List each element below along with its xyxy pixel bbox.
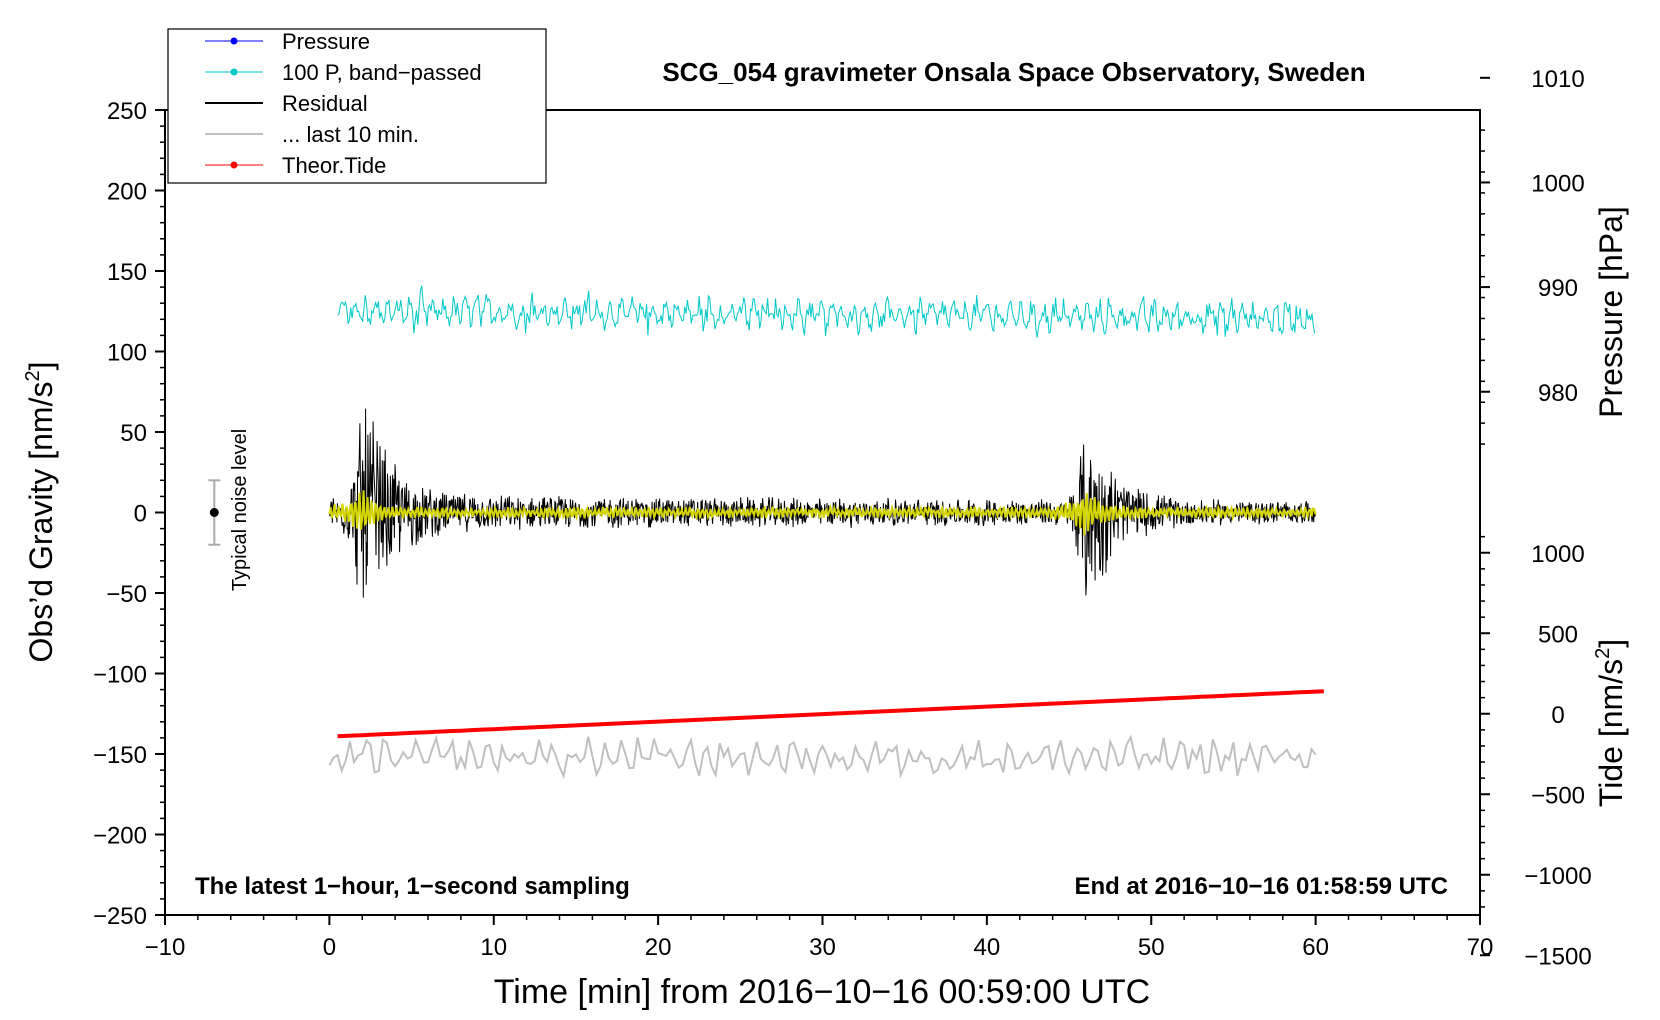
residual-trace [328,408,1316,598]
noise-dot [209,508,219,517]
y-axis-label-sup: 2 [22,370,44,381]
y-tick-label: 200 [107,179,147,206]
pressure-tick-label: 1010 [1531,66,1584,93]
legend-label: 100 P, band−passed [282,60,482,85]
y-tick-label: −200 [93,823,147,850]
y-tick-label: −150 [93,742,147,769]
tide-tick-label: −1500 [1524,943,1591,970]
y-axis: −250 −200 −150 −100 −50 0 50 100 150 200 250 [93,98,165,930]
y-tick-label: 0 [134,501,147,528]
legend: Pressure 100 P, band−passed Residual ... la… [167,28,547,184]
tide-tick-label: 500 [1538,621,1578,648]
legend-marker [230,37,238,45]
x-tick-label: 30 [809,934,836,961]
y-tick-label: 250 [107,98,147,125]
x-tick-label: 40 [974,934,1001,961]
y-tick-label: −100 [93,662,147,689]
noise-indicator-label: Typical noise level [229,429,251,591]
smoothed-residual-trace [328,490,1317,536]
pressure-tick-label: 1000 [1531,170,1584,197]
legend-label: Pressure [282,29,370,54]
legend-label: Residual [282,91,368,116]
legend-label: ... last 10 min. [282,122,419,147]
legend-marker [230,161,238,169]
pressure-tick-label: 990 [1538,275,1578,302]
tide-axis-label-sup: 2 [1592,648,1614,659]
tide-tick-label: −500 [1531,782,1585,809]
theoretical-tide-trace [337,689,1324,739]
x-axis-label: Time [min] from 2016−10−16 00:59:00 UTC [494,973,1150,1011]
last-10-min-trace [328,734,1317,780]
pressure-axis: 9809901000101010201030 [1480,66,1585,445]
y-axis-label: Obs’d Gravity [nm/s2] [22,362,59,663]
y-tick-label: 100 [107,340,147,367]
tide-tick-label: 0 [1551,702,1564,729]
x-tick-label: 10 [480,934,507,961]
pressure-axis-label: Pressure [hPa] [1593,206,1629,418]
x-tick-label: 60 [1302,934,1329,961]
y-tick-label: −250 [93,903,147,930]
tide-tick-label: 1000 [1531,541,1584,568]
bandpassed-pressure-trace [337,285,1316,338]
annotation-right: End at 2016−10−16 01:58:59 UTC [1074,873,1448,900]
x-tick-label: 50 [1138,934,1165,961]
x-tick-label: 20 [645,934,672,961]
annotation-left: The latest 1−hour, 1−second sampling [195,873,630,900]
y-tick-label: −50 [106,581,147,608]
noise-indicator [208,479,221,546]
y-axis-label-main: Obs’d Gravity [nm/s [23,382,59,663]
traces [328,285,1324,780]
legend-box [167,28,547,184]
tide-axis-label: Tide [nm/s2] [1592,639,1629,807]
x-axis: −10 0 10 20 30 40 50 60 70 [145,915,1494,961]
tide-tick-label: −1000 [1524,863,1591,890]
y-tick-label: 150 [107,259,147,286]
pressure-tick-label: 980 [1538,380,1578,407]
x-tick-label: −10 [145,934,186,961]
tide-axis-label-main: Tide [nm/s [1593,659,1629,807]
x-tick-label: 70 [1467,934,1494,961]
y-tick-label: 50 [120,420,147,447]
tide-axis: −1500 −1000 −500 0 500 1000 [1480,535,1592,970]
x-tick-label: 0 [323,934,336,961]
y-axis-label-close: ] [23,362,59,371]
legend-marker [230,68,238,76]
legend-label: Theor.Tide [282,153,386,178]
tide-axis-label-close: ] [1593,639,1629,648]
chart-title: SCG_054 gravimeter Onsala Space Observat… [662,57,1365,87]
